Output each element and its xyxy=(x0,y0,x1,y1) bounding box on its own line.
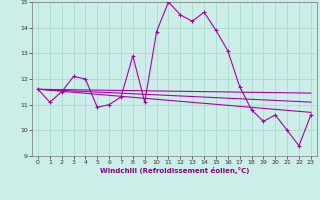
X-axis label: Windchill (Refroidissement éolien,°C): Windchill (Refroidissement éolien,°C) xyxy=(100,167,249,174)
